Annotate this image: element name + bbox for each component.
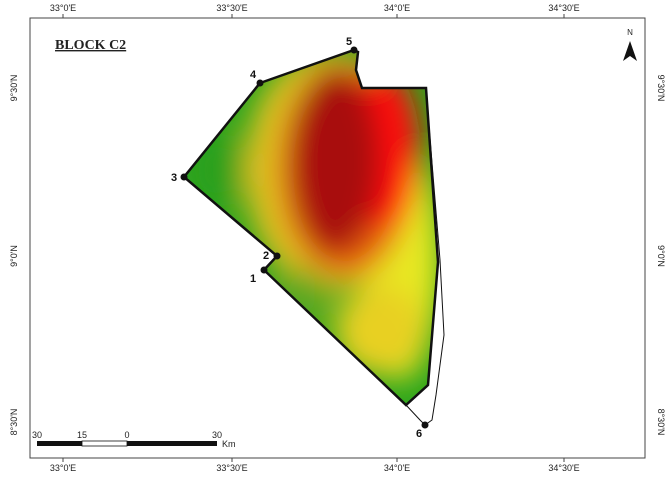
longitude-label: 33°30'E bbox=[216, 3, 247, 13]
latitude-label: 8°30'N bbox=[9, 409, 19, 436]
longitude-label: 34°30'E bbox=[548, 463, 579, 473]
point-marker bbox=[421, 421, 429, 429]
point-label: 6 bbox=[416, 428, 422, 440]
latitude-label: 9°30'N bbox=[9, 75, 19, 102]
longitude-label: 33°0'E bbox=[50, 3, 76, 13]
point-label: 3 bbox=[171, 172, 177, 184]
point-label: 2 bbox=[263, 250, 269, 262]
scale-label: 30 bbox=[32, 430, 42, 440]
map-title: BLOCK C2 bbox=[55, 38, 126, 53]
point-marker bbox=[350, 46, 358, 54]
longitude-label: 33°30'E bbox=[216, 463, 247, 473]
scale-label: 30 bbox=[212, 430, 222, 440]
point-marker bbox=[180, 173, 188, 181]
longitude-label: 33°0'E bbox=[50, 463, 76, 473]
point-marker bbox=[273, 252, 281, 260]
longitude-label: 34°30'E bbox=[548, 3, 579, 13]
longitude-label: 34°0'E bbox=[384, 463, 410, 473]
latitude-label: 9°0'N bbox=[9, 245, 19, 267]
north-arrow: N bbox=[623, 28, 637, 61]
point-label: 4 bbox=[250, 69, 257, 81]
point-marker bbox=[256, 79, 264, 87]
scale-bar bbox=[37, 440, 217, 447]
latitude-label: 8°30'N bbox=[656, 409, 666, 436]
scale-label: 0 bbox=[124, 430, 129, 440]
outer-boundary bbox=[405, 89, 445, 426]
scale-unit: Km bbox=[222, 439, 236, 449]
point-label: 1 bbox=[250, 273, 256, 285]
point-label: 5 bbox=[346, 36, 352, 48]
north-label: N bbox=[627, 28, 633, 37]
point-marker bbox=[260, 266, 268, 274]
longitude-label: 34°0'E bbox=[384, 3, 410, 13]
graticule-ticks bbox=[62, 14, 565, 462]
latitude-label: 9°0'N bbox=[656, 245, 666, 267]
scale-label: 15 bbox=[77, 430, 87, 440]
latitude-label: 9°30'N bbox=[656, 75, 666, 102]
